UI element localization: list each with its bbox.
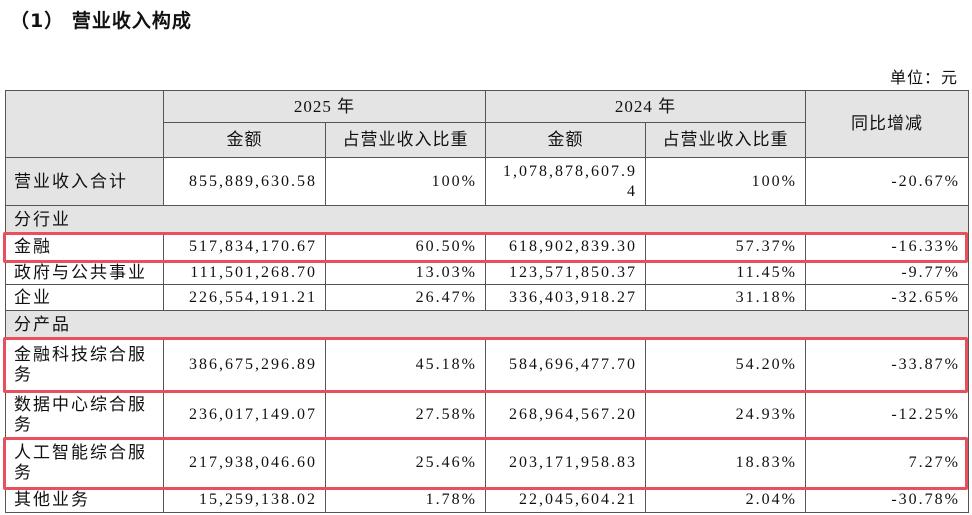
value-cell: 123,571,850.37 — [485, 260, 646, 285]
value-cell: -30.78% — [805, 487, 969, 513]
value-cell: -9.77% — [805, 260, 969, 285]
value-cell: 7.27% — [805, 438, 969, 488]
table-row: 人工智能综合服务 217,938,046.60 25.46% 203,171,958.… — [5, 438, 969, 488]
value-cell: 111,501,268.70 — [163, 260, 326, 285]
row-label: 金融科技综合服务 — [5, 338, 164, 391]
row-label: 金融 — [5, 233, 164, 261]
value-cell: 27.58% — [325, 390, 486, 439]
row-label: 企业 — [5, 284, 164, 311]
value-cell: 336,403,918.27 — [485, 284, 646, 311]
header-cell: 2025 年 — [163, 90, 486, 123]
table-row: 分行业 — [5, 205, 969, 234]
header-cell: 同比增减 — [805, 90, 969, 158]
section-cell: 分产品 — [5, 310, 969, 339]
value-cell: 855,889,630.58 — [163, 157, 326, 206]
value-cell: -20.67% — [805, 157, 969, 206]
header-cell: 金额 — [485, 122, 646, 158]
value-cell: 13.03% — [325, 260, 486, 285]
row-label: 数据中心综合服务 — [5, 390, 164, 439]
value-cell: 25.46% — [325, 438, 486, 488]
value-cell: 22,045,604.21 — [485, 487, 646, 513]
value-cell: 1,078,878,607.94 — [485, 157, 646, 206]
value-cell: 26.47% — [325, 284, 486, 311]
revenue-table: 2025 年 2024 年 同比增减 金额 占营业收入比重 金额 占营业收入比重… — [5, 90, 969, 513]
unit-label: 单位：元 — [889, 70, 958, 87]
value-cell: 584,696,477.70 — [485, 338, 646, 391]
header-cell: 占营业收入比重 — [325, 122, 486, 158]
header-cell: 2024 年 — [485, 90, 806, 123]
value-cell: 11.45% — [645, 260, 806, 285]
value-cell: 54.20% — [645, 338, 806, 391]
row-label: 政府与公共事业 — [5, 260, 164, 285]
table-row: 金融 517,834,170.67 60.50% 618,902,839.30 57.3… — [5, 233, 969, 261]
value-cell: 217,938,046.60 — [163, 438, 326, 488]
value-cell: 57.37% — [645, 233, 806, 261]
value-cell: 31.18% — [645, 284, 806, 311]
value-cell: 100% — [645, 157, 806, 206]
value-cell: 24.93% — [645, 390, 806, 439]
value-cell: 517,834,170.67 — [163, 233, 326, 261]
header-cell — [5, 90, 164, 158]
table-row: 营业收入合计 855,889,630.58 100% 1,078,878,607.94… — [5, 157, 969, 206]
value-cell: -32.65% — [805, 284, 969, 311]
value-cell: 618,902,839.30 — [485, 233, 646, 261]
row-label: 人工智能综合服务 — [5, 438, 164, 488]
value-cell: 18.83% — [645, 438, 806, 488]
value-cell: 386,675,296.89 — [163, 338, 326, 391]
table-row: 金融科技综合服务 386,675,296.89 45.18% 584,696,477.… — [5, 338, 969, 391]
section-title: （1） 营业收入构成 — [10, 10, 192, 32]
header-row: 金额 占营业收入比重 金额 占营业收入比重 — [6, 122, 969, 158]
header-cell: 占营业收入比重 — [645, 122, 806, 158]
value-cell: 203,171,958.83 — [485, 438, 646, 488]
value-cell: 268,964,567.20 — [485, 390, 646, 439]
value-cell: -12.25% — [805, 390, 969, 439]
row-label: 其他业务 — [5, 487, 164, 513]
table-row: 数据中心综合服务 236,017,149.07 27.58% 268,964,567.… — [5, 390, 969, 439]
value-cell: 60.50% — [325, 233, 486, 261]
value-cell: 226,554,191.21 — [163, 284, 326, 311]
value-cell: 45.18% — [325, 338, 486, 391]
table-row: 政府与公共事业 111,501,268.70 13.03% 123,571,850.3… — [5, 260, 969, 285]
header-row: 2025 年 2024 年 同比增减 — [5, 90, 969, 158]
value-cell: 15,259,138.02 — [163, 487, 326, 513]
value-cell: -33.87% — [805, 338, 969, 391]
section-cell: 分行业 — [5, 205, 969, 234]
row-label: 营业收入合计 — [5, 157, 164, 206]
value-cell: -16.33% — [805, 233, 969, 261]
table-row: 企业 226,554,191.21 26.47% 336,403,918.27 31.1… — [5, 284, 969, 311]
value-cell: 100% — [325, 157, 486, 206]
table-row: 分产品 — [5, 310, 969, 339]
value-cell: 2.04% — [645, 487, 806, 513]
value-cell: 236,017,149.07 — [163, 390, 326, 439]
table-row: 其他业务 15,259,138.02 1.78% 22,045,604.21 2.04%… — [5, 487, 969, 513]
value-cell: 1.78% — [325, 487, 486, 513]
header-cell: 金额 — [163, 122, 326, 158]
